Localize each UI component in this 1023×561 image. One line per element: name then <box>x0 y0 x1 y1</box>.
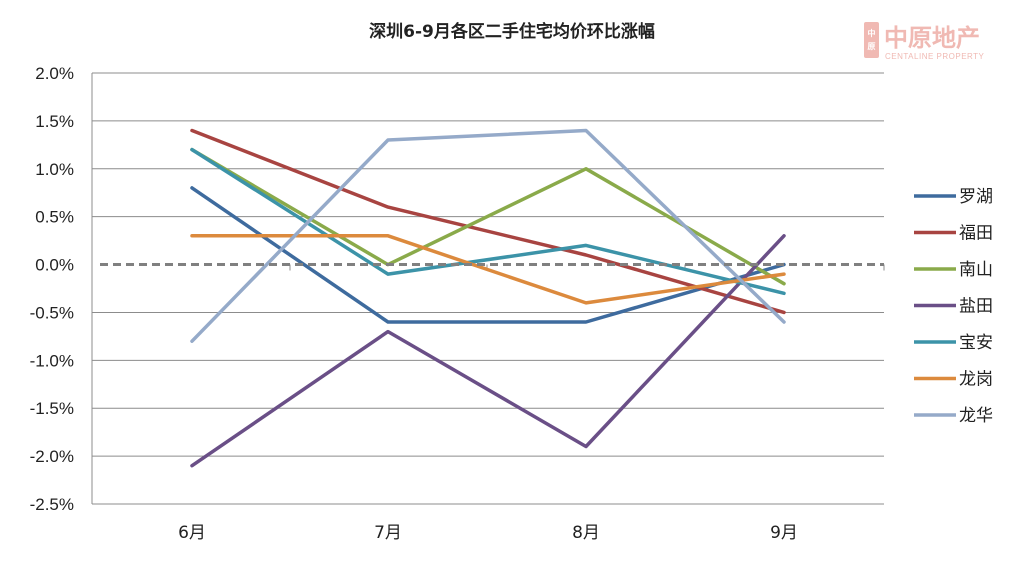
y-tick-label: -0.5% <box>30 303 74 322</box>
legend-item: 宝安 <box>914 333 993 353</box>
x-category-label: 6月 <box>178 523 206 543</box>
y-tick-label: 1.5% <box>35 112 74 131</box>
y-tick-label: 0.5% <box>35 208 74 227</box>
y-tick-label: 1.0% <box>35 160 74 179</box>
x-category-label: 7月 <box>374 523 402 543</box>
series-line-罗湖 <box>190 186 786 324</box>
legend-label: 南山 <box>959 260 993 280</box>
legend-item: 盐田 <box>914 297 993 317</box>
series-line-龙岗 <box>190 234 786 305</box>
watermark-seal-text: 中 <box>868 28 876 38</box>
legend-item: 龙华 <box>914 406 993 426</box>
legend-item: 罗湖 <box>914 187 993 207</box>
y-tick-label: -2.5% <box>30 495 74 514</box>
series-line-盐田 <box>190 234 786 468</box>
series-lines <box>100 128 884 468</box>
x-category-label: 9月 <box>770 523 798 543</box>
legend-item: 南山 <box>914 260 993 280</box>
legend-item: 龙岗 <box>914 370 993 390</box>
y-tick-label: -2.0% <box>30 447 74 466</box>
legend-label: 宝安 <box>959 333 993 353</box>
series-line-福田 <box>190 128 786 315</box>
svg-text:原: 原 <box>868 42 876 51</box>
y-tick-label: 2.0% <box>35 64 74 83</box>
legend-label: 罗湖 <box>959 187 993 207</box>
legend-label: 龙岗 <box>959 370 993 390</box>
legend-label: 龙华 <box>959 406 993 426</box>
watermark-brand-cn: 中原地产 <box>884 24 980 52</box>
y-tick-label: -1.0% <box>30 351 74 370</box>
y-tick-label: -1.5% <box>30 399 74 418</box>
watermark-logo: 中 原 中原地产 CENTALINE PROPERTY <box>864 22 985 61</box>
legend-item: 福田 <box>914 224 993 244</box>
series-line-龙华 <box>190 128 786 343</box>
x-category-label: 8月 <box>572 523 600 543</box>
watermark-brand-en: CENTALINE PROPERTY <box>885 52 985 61</box>
series-line-宝安 <box>190 147 786 296</box>
chart-title: 深圳6-9月各区二手住宅均价环比涨幅 <box>369 21 655 42</box>
y-tick-label: 0.0% <box>35 256 74 275</box>
y-axis-ticks: 2.0% 1.5% 1.0% 0.5% 0.0% -0.5% -1.0% -1.5% -2.0%… <box>30 64 74 514</box>
legend-label: 福田 <box>959 224 993 244</box>
x-axis-categories: 6月 7月 8月 9月 <box>178 523 798 543</box>
legend-label: 盐田 <box>959 297 993 317</box>
watermark-seal <box>864 22 879 58</box>
